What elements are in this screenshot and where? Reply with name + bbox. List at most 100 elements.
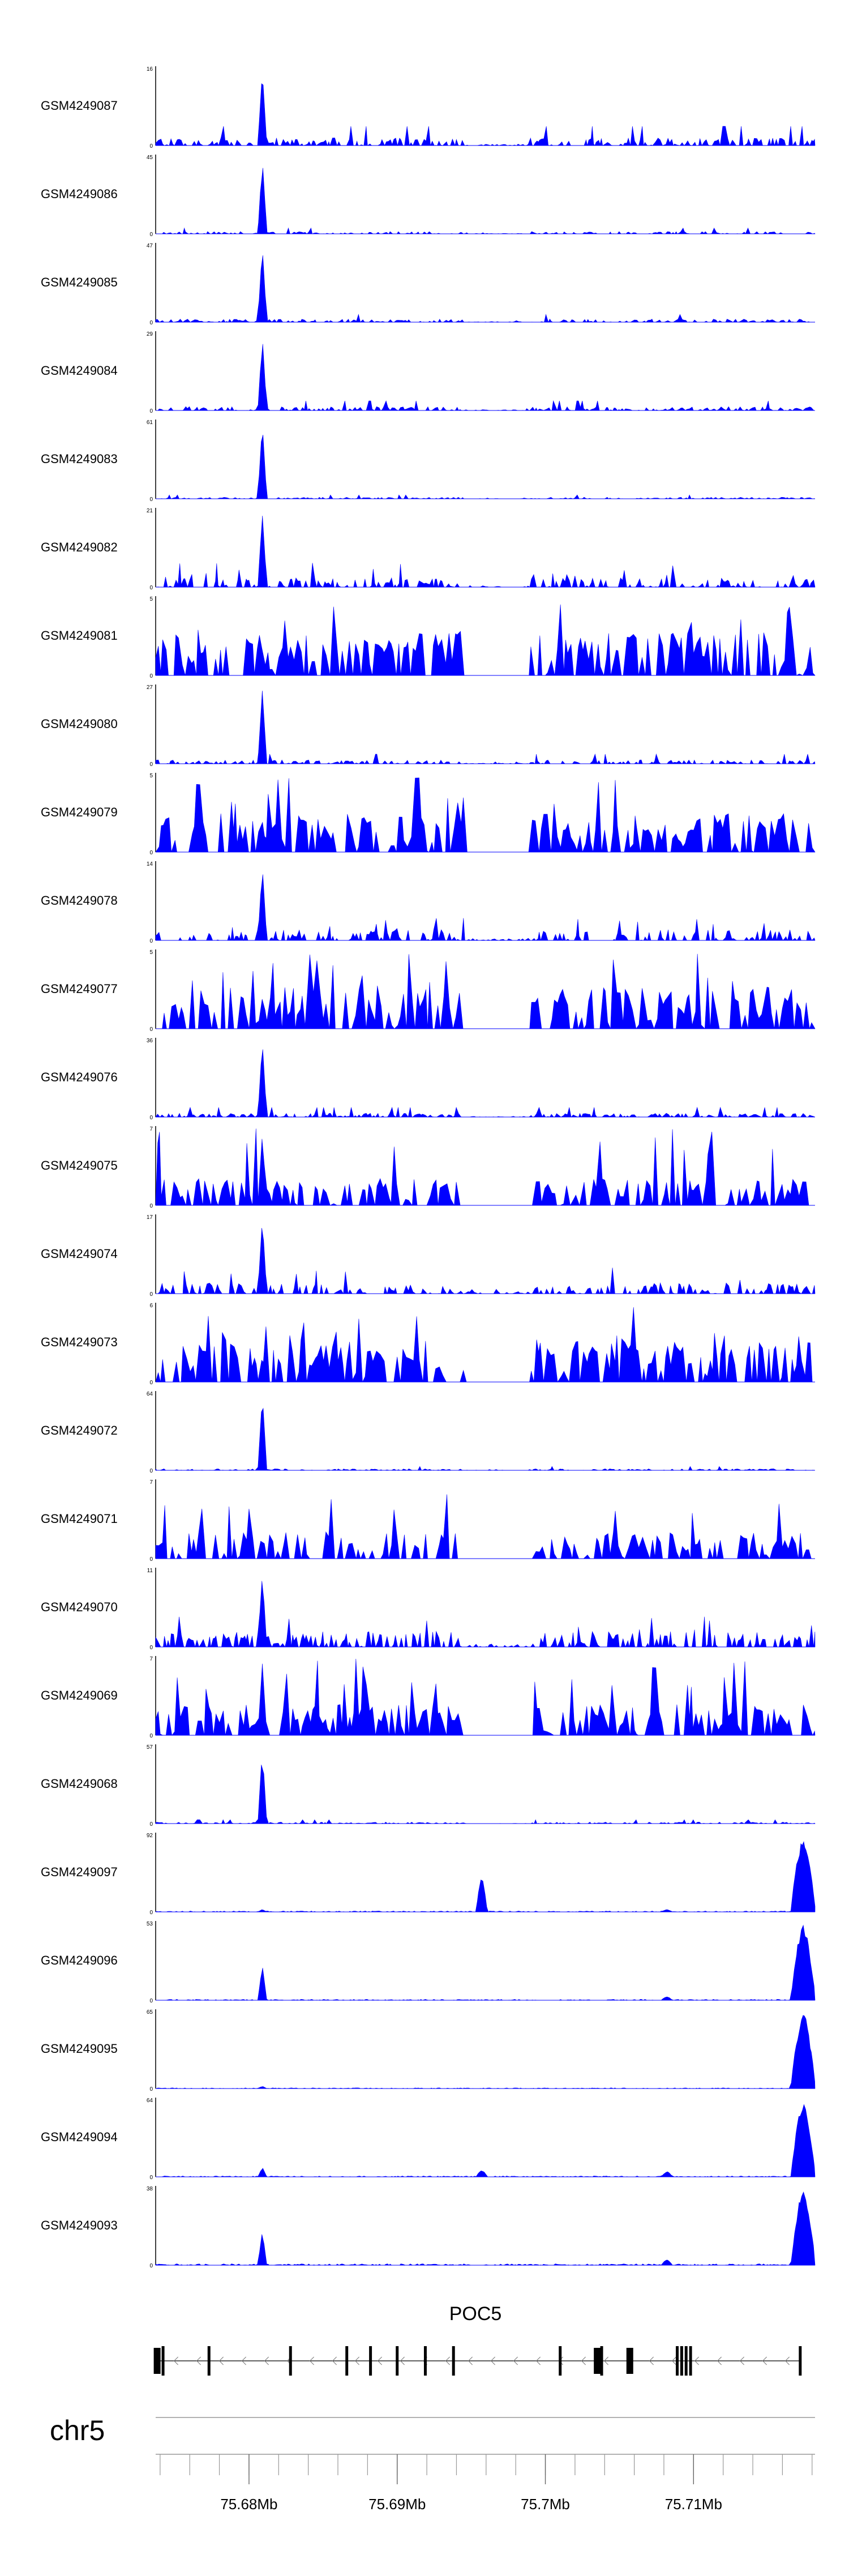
y-max-label: 57 [147, 1744, 153, 1751]
exon [452, 2346, 455, 2376]
track-GSM4249076: GSM4249076 36 0 [41, 1038, 816, 1121]
y-min-label: 0 [149, 1291, 153, 1298]
strand-arrow [603, 2356, 608, 2365]
y-max-label: 65 [147, 2009, 153, 2016]
y-max-label: 5 [149, 773, 153, 779]
y-max-label: 14 [147, 861, 153, 867]
y-max-label: 45 [147, 155, 153, 161]
y-max-label: 5 [149, 949, 153, 956]
strand-arrow [377, 2356, 382, 2365]
strand-arrow [173, 2356, 178, 2365]
y-min-label: 0 [149, 1468, 153, 1474]
strand-arrow [241, 2356, 246, 2365]
track-label: GSM4249083 [41, 452, 118, 466]
y-max-label: 36 [147, 1038, 153, 1044]
exon [680, 2346, 683, 2376]
track-label: GSM4249086 [41, 187, 118, 201]
track-GSM4249077: GSM4249077 5 0 [41, 949, 816, 1033]
y-min-label: 0 [149, 585, 153, 591]
strand-arrow [717, 2356, 722, 2365]
track-GSM4249073: GSM4249073 6 0 [41, 1303, 815, 1386]
y-min-label: 0 [149, 1821, 153, 1828]
y-max-label: 64 [147, 1391, 153, 1397]
track-label: GSM4249093 [41, 2218, 118, 2232]
signal-area [155, 1128, 815, 1206]
signal-area [155, 777, 816, 853]
track-GSM4249086: GSM4249086 45 0 [41, 155, 816, 238]
track-GSM4249080: GSM4249080 27 0 [41, 684, 816, 768]
signal-area [155, 1841, 816, 1912]
strand-arrow [264, 2356, 269, 2365]
strand-arrow [784, 2356, 790, 2365]
track-label: GSM4249082 [41, 540, 118, 554]
track-GSM4249071: GSM4249071 7 0 [41, 1479, 815, 1563]
strand-arrow [535, 2356, 541, 2365]
y-min-label: 0 [149, 1645, 153, 1651]
axis-ticks: 75.68Mb 75.69Mb 75.7Mb 75.71Mb [156, 2417, 815, 2513]
exon [684, 2346, 688, 2376]
signal-area [156, 344, 815, 411]
tick-label: 75.7Mb [521, 2496, 570, 2513]
track-label: GSM4249072 [41, 1423, 118, 1437]
track-GSM4249074: GSM4249074 17 0 [41, 1214, 816, 1298]
strand-arrow [513, 2356, 518, 2365]
track-GSM4249079: GSM4249079 5 0 [41, 773, 816, 856]
track-label: GSM4249087 [41, 99, 118, 113]
signal-area [155, 2015, 816, 2089]
y-max-label: 7 [149, 1126, 153, 1132]
track-GSM4249096: GSM4249096 53 0 [41, 1921, 816, 2004]
y-min-label: 0 [149, 2086, 153, 2093]
track-label: GSM4249074 [41, 1247, 118, 1261]
y-min-label: 0 [149, 408, 153, 414]
y-min-label: 0 [149, 232, 153, 238]
y-min-label: 0 [149, 1026, 153, 1033]
tick-label: 75.69Mb [368, 2496, 426, 2513]
y-min-label: 0 [149, 1203, 153, 1209]
y-max-label: 5 [149, 596, 153, 602]
exon [559, 2346, 562, 2376]
track-GSM4249093: GSM4249093 38 0 [41, 2186, 816, 2269]
track-label: GSM4249080 [41, 717, 118, 731]
y-min-label: 0 [149, 1380, 153, 1386]
strand-arrow [581, 2356, 586, 2365]
signal-area [155, 2191, 816, 2266]
y-min-label: 0 [149, 1910, 153, 1916]
exon [676, 2346, 679, 2376]
signal-area [155, 255, 816, 323]
y-min-label: 0 [149, 320, 153, 326]
track-label: GSM4249077 [41, 982, 118, 996]
exon [345, 2346, 349, 2376]
track-label: GSM4249071 [41, 1512, 118, 1526]
signal-area [156, 2104, 816, 2177]
strand-arrow [445, 2356, 450, 2365]
y-max-label: 64 [147, 2098, 153, 2104]
strand-arrow [762, 2356, 767, 2365]
track-GSM4249082: GSM4249082 21 0 [41, 508, 816, 591]
track-GSM4249075: GSM4249075 7 0 [41, 1126, 815, 1209]
signal-area [155, 1581, 816, 1648]
strand-arrow [671, 2356, 676, 2365]
track-label: GSM4249096 [41, 1953, 118, 1967]
track-label: GSM4249068 [41, 1777, 118, 1791]
y-min-label: 0 [149, 1115, 153, 1121]
gene-model [153, 2346, 802, 2376]
exon [799, 2346, 802, 2376]
y-max-label: 17 [147, 1214, 153, 1221]
y-min-label: 0 [149, 497, 153, 503]
track-GSM4249095: GSM4249095 65 0 [41, 2009, 816, 2093]
tick-label: 75.71Mb [665, 2496, 722, 2513]
y-max-label: 21 [147, 508, 153, 514]
exon [289, 2346, 292, 2376]
signal-tracks: GSM4249087160GSM4249086450GSM4249085470G… [41, 66, 816, 2269]
signal-area [155, 1765, 816, 1824]
track-label: GSM4249076 [41, 1070, 118, 1084]
exon [423, 2346, 427, 2376]
track-label: GSM4249079 [41, 805, 118, 819]
gene-track: POC5 [153, 2303, 802, 2376]
exon [600, 2346, 603, 2376]
strand-arrow [400, 2356, 405, 2365]
strand-arrow [739, 2356, 744, 2365]
signal-area [155, 604, 816, 677]
gene-label: POC5 [449, 2303, 502, 2325]
